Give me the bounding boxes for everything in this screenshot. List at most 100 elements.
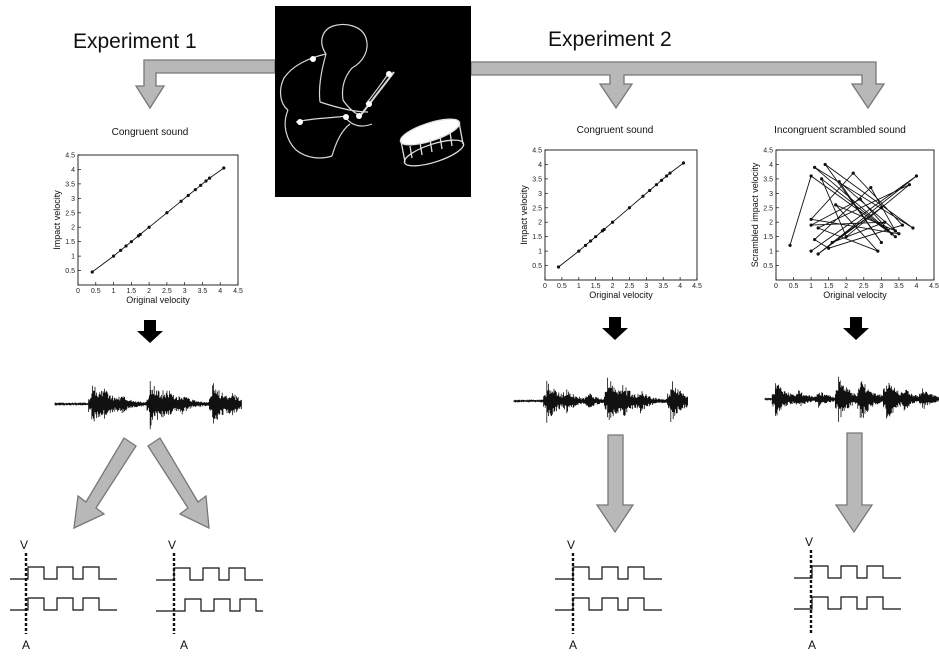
data-point	[681, 161, 686, 165]
data-point	[820, 177, 824, 181]
x-tick-label: 3.5	[658, 283, 668, 290]
x-tick-label: 3	[183, 288, 187, 295]
data-point	[823, 162, 827, 167]
x-tick-label: 4.5	[233, 288, 243, 295]
audio-label: A	[569, 638, 577, 652]
data-point	[809, 223, 813, 227]
data-point	[199, 183, 203, 187]
data-point	[809, 174, 813, 178]
y-tick-label: 1	[769, 249, 773, 256]
visual-label: V	[805, 535, 813, 549]
x-tick-label: 3.5	[198, 288, 208, 295]
data-point	[900, 223, 905, 227]
waveform-3	[764, 376, 939, 422]
audio-label: A	[180, 638, 188, 652]
data-point	[809, 249, 813, 253]
data-point	[111, 254, 116, 258]
x-tick-label: 2	[844, 283, 848, 290]
data-point	[165, 211, 169, 215]
top-arrow-right-bar	[470, 61, 886, 110]
chart-2: 0 0.5 1 1.5 2 2.5 3 3.5 4 4.5 0.5 1 1.5 2 2.5 3 3.5 4 4.5 O…	[519, 148, 702, 301]
marker-dots	[297, 56, 392, 125]
black-arrow-2	[602, 317, 628, 340]
data-point	[816, 226, 820, 230]
x-tick-label: 3	[879, 283, 883, 290]
y-tick-label: 1	[71, 254, 75, 261]
data-point	[911, 226, 915, 230]
data-point	[179, 199, 183, 203]
square-wave	[156, 567, 263, 581]
x-tick-label: 4.5	[929, 283, 939, 290]
x-tick-label: 0	[774, 283, 778, 290]
data-point	[809, 217, 813, 221]
y-tick-label: 2	[71, 225, 75, 232]
y-tick-label: 1.5	[532, 234, 542, 241]
data-point	[844, 235, 848, 239]
data-point	[890, 232, 894, 236]
y-tick-label: 4.5	[763, 148, 773, 155]
data-point	[583, 243, 588, 247]
y-axis-label: Impact velocity	[519, 185, 529, 245]
x-tick-label: 1	[809, 283, 813, 290]
chart-1: 0 0.5 1 1.5 2 2.5 3 3.5 4 4.5 0.5 1 1.5 2 2.5 3 3.5 4 4.5 O…	[52, 153, 243, 306]
drummer-silhouette-icon	[279, 23, 395, 159]
data-point	[90, 270, 94, 274]
data-point	[813, 237, 817, 242]
data-point	[813, 165, 817, 169]
data-point	[129, 240, 133, 244]
data-point	[834, 203, 838, 207]
gray-arrow-down-2	[595, 434, 635, 534]
y-tick-label: 1.5	[763, 234, 773, 241]
y-tick-label: 2	[538, 220, 542, 227]
data-point	[879, 206, 883, 210]
x-tick-label: 0.5	[789, 283, 799, 290]
x-tick-label: 2.5	[162, 288, 172, 295]
data-point	[788, 243, 792, 247]
data-point	[897, 232, 901, 236]
x-tick-label: 1	[577, 283, 581, 290]
y-tick-label: 3.5	[532, 176, 542, 183]
y-tick-label: 0.5	[532, 263, 542, 270]
audio-label: A	[22, 638, 30, 652]
data-point	[556, 265, 561, 269]
x-tick-label: 1.5	[591, 283, 601, 290]
x-tick-label: 1.5	[126, 288, 136, 295]
data-point	[119, 248, 123, 252]
x-tick-label: 2.5	[859, 283, 869, 290]
data-point	[659, 178, 664, 182]
waveform-1	[54, 381, 242, 430]
y-axis-label: Scrambled impact velocity	[750, 162, 760, 267]
data-point	[207, 176, 212, 180]
chart-3: 0 0.5 1 1.5 2 2.5 3 3.5 4 4.5 0.5 1 1.5 2 2.5 3 3.5 4 4.5 O…	[750, 148, 939, 301]
y-axis-label: Impact velocity	[52, 190, 62, 250]
y-tick-label: 1.5	[65, 239, 75, 246]
visual-label: V	[20, 538, 28, 552]
data-point	[914, 174, 919, 178]
data-point	[641, 194, 645, 198]
x-tick-label: 2	[611, 283, 615, 290]
data-point	[876, 249, 880, 253]
data-point	[830, 240, 834, 245]
panel-1-title: Congruent sound	[111, 127, 189, 138]
x-tick-label: 4.5	[692, 283, 702, 290]
waveform-trace	[54, 381, 242, 430]
y-tick-label: 4	[769, 162, 773, 169]
data-point	[665, 174, 669, 178]
data-point	[883, 220, 887, 224]
timing-diagram: VA	[555, 538, 662, 652]
data-point	[204, 179, 208, 183]
plot-frame	[544, 149, 698, 281]
series-line	[558, 162, 684, 268]
data-point	[668, 171, 672, 175]
black-arrow-1	[137, 320, 163, 343]
square-wave	[555, 597, 662, 611]
y-tick-label: 2.5	[763, 205, 773, 212]
gray-arrow-diag-left	[73, 437, 137, 530]
snare-drum-icon	[399, 118, 465, 167]
visual-label: V	[168, 538, 176, 552]
timing-diagram: VA	[794, 535, 901, 652]
waveform-trace	[513, 377, 688, 423]
top-arrow-left	[134, 59, 276, 110]
